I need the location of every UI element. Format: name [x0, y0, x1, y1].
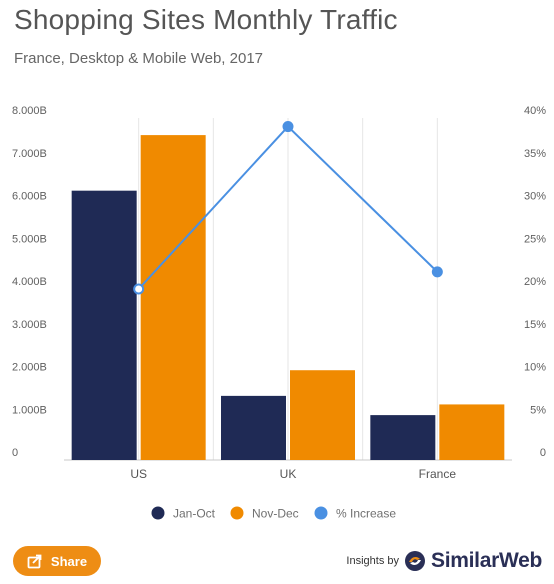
- y-right-tick-label: 30%: [524, 191, 546, 203]
- legend-marker-jan-oct[interactable]: [151, 506, 165, 520]
- traffic-chart: 0 1.000B 2.000B 3.000B 4.000B 5.000B 6.000B 7.0…: [12, 105, 546, 521]
- y-right-tick-label: 0: [540, 447, 546, 459]
- chart-subtitle: France, Desktop & Mobile Web, 2017: [14, 50, 264, 67]
- bar-nov-dec-france[interactable]: [439, 404, 505, 460]
- brand-credit[interactable]: Insights by SimilarWeb: [346, 546, 542, 576]
- y-right-tick-label: 10%: [524, 362, 546, 374]
- bar-jan-oct-france[interactable]: [370, 415, 436, 460]
- y-left-tick-label: 4.000B: [12, 276, 47, 288]
- y-left-tick-label: 5.000B: [12, 233, 47, 245]
- share-icon: [27, 554, 42, 569]
- y-right-tick-label: 20%: [524, 276, 546, 288]
- bar-nov-dec-uk[interactable]: [290, 370, 355, 460]
- insights-label: Insights by: [346, 555, 400, 567]
- legend-label-nov-dec[interactable]: Nov-Dec: [252, 507, 299, 521]
- x-tick-label: US: [130, 467, 147, 481]
- point-percent-increase-france[interactable]: [431, 266, 443, 278]
- y-right-tick-label: 25%: [524, 233, 546, 245]
- y-left-tick-label: 2.000B: [12, 362, 47, 374]
- y-left-tick-label: 7.000B: [12, 148, 47, 160]
- x-tick-label: France: [419, 467, 457, 481]
- legend-label-jan-oct[interactable]: Jan-Oct: [173, 507, 216, 521]
- similarweb-logo-icon: [405, 551, 426, 571]
- y-right-tick-label: 40%: [524, 105, 546, 117]
- y-left-tick-label: 3.000B: [12, 319, 47, 331]
- y-right-tick-label: 15%: [524, 319, 546, 331]
- y-left-tick-label: 6.000B: [12, 191, 47, 203]
- share-button[interactable]: Share: [13, 546, 101, 576]
- x-tick-label: UK: [280, 467, 297, 481]
- chart-title: Shopping Sites Monthly Traffic: [14, 4, 398, 35]
- legend-marker-increase[interactable]: [314, 506, 328, 520]
- share-label: Share: [50, 553, 88, 569]
- y-left-tick-label: 1.000B: [12, 404, 47, 416]
- legend-label-increase[interactable]: % Increase: [336, 507, 396, 521]
- y-left-tick-label: 8.000B: [12, 105, 47, 117]
- y-right-tick-label: 35%: [524, 148, 546, 160]
- legend-marker-nov-dec[interactable]: [230, 506, 244, 520]
- y-right-tick-label: 5%: [530, 404, 546, 416]
- point-percent-increase-uk[interactable]: [282, 121, 294, 133]
- bar-jan-oct-us[interactable]: [71, 190, 137, 461]
- bar-jan-oct-uk[interactable]: [221, 395, 286, 460]
- y-left-tick-label: 0: [12, 447, 18, 459]
- point-percent-increase-us[interactable]: [133, 283, 145, 295]
- brand-name: SimilarWeb: [431, 549, 542, 572]
- bar-nov-dec-us[interactable]: [140, 135, 206, 460]
